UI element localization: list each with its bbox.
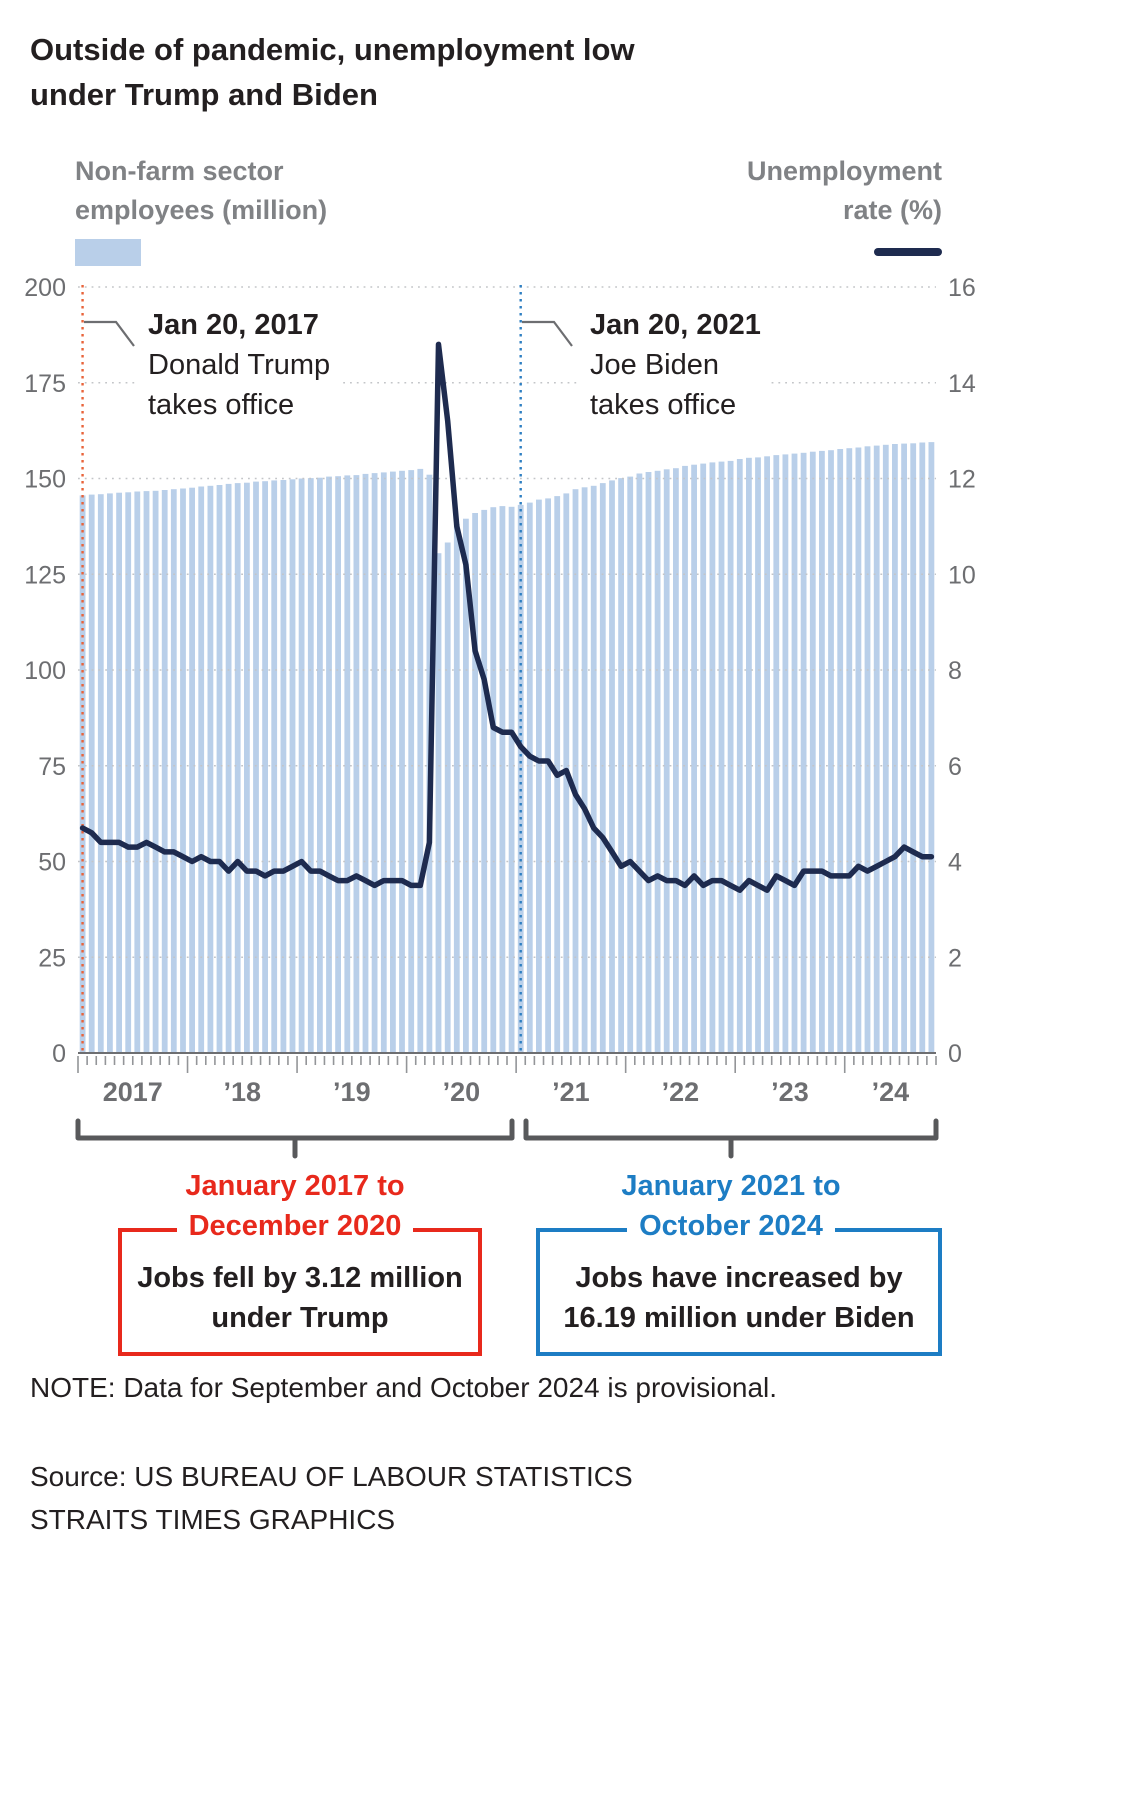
svg-text:12: 12 [948, 466, 976, 494]
svg-text:50: 50 [38, 849, 66, 877]
svg-text:’18: ’18 [224, 1077, 262, 1107]
biden-jobs-box-line2: 16.19 million under Biden [563, 1302, 915, 1334]
trump-jobs-box-line1: Jobs fell by 3.12 million [137, 1262, 463, 1294]
biden-annotation-date: Jan 20, 2021 [590, 309, 761, 341]
svg-text:’22: ’22 [662, 1077, 700, 1107]
trump-jobs-box-line2: under Trump [211, 1302, 389, 1334]
source-credit: Source: US BUREAU OF LABOUR STATISTICS S… [30, 1455, 633, 1542]
svg-text:’19: ’19 [333, 1077, 371, 1107]
biden-annotation-person: Joe Biden [590, 349, 719, 381]
svg-text:0: 0 [52, 1040, 66, 1068]
svg-text:10: 10 [948, 561, 976, 589]
svg-text:’24: ’24 [872, 1077, 910, 1107]
svg-text:200: 200 [24, 274, 66, 302]
trump-period-line2: December 2020 [176, 1210, 414, 1242]
svg-text:6: 6 [948, 753, 962, 781]
trump-annotation-person: Donald Trump [148, 349, 331, 381]
biden-takes-office-annotation: Jan 20, 2021 Joe Biden takes office [580, 303, 771, 431]
trump-annotation-event: takes office [148, 389, 295, 421]
source-line1: Source: US BUREAU OF LABOUR STATISTICS [30, 1461, 633, 1492]
svg-text:14: 14 [948, 370, 976, 398]
biden-period-label: January 2021 to October 2024 [531, 1166, 931, 1246]
line-legend-swatch [874, 248, 942, 256]
svg-text:’21: ’21 [552, 1077, 590, 1107]
svg-text:’20: ’20 [443, 1077, 481, 1107]
svg-text:2017: 2017 [103, 1077, 163, 1107]
provisional-data-note: NOTE: Data for September and October 202… [30, 1372, 778, 1403]
svg-text:150: 150 [24, 466, 66, 494]
svg-text:0: 0 [948, 1040, 962, 1068]
legend-bars-label: Non-farm sector employees (million) [75, 156, 328, 226]
source-line2: STRAITS TIMES GRAPHICS [30, 1504, 396, 1536]
svg-text:8: 8 [948, 657, 962, 685]
trump-jobs-box: Jobs fell by 3.12 million under Trump [118, 1228, 482, 1356]
page-title-line1: Outside of pandemic, unemployment low [30, 32, 635, 67]
trump-annotation-date: Jan 20, 2017 [148, 309, 319, 341]
biden-period-line2: October 2024 [627, 1210, 835, 1242]
svg-text:175: 175 [24, 370, 66, 398]
trump-period-line1: January 2017 to [173, 1170, 417, 1202]
svg-text:125: 125 [24, 561, 66, 589]
page-title: Outside of pandemic, unemployment low un… [30, 28, 750, 118]
biden-jobs-box: Jobs have increased by 16.19 million und… [536, 1228, 942, 1356]
biden-annotation-event: takes office [590, 389, 737, 421]
svg-text:’23: ’23 [771, 1077, 809, 1107]
trump-takes-office-annotation: Jan 20, 2017 Donald Trump takes office [138, 303, 341, 431]
svg-text:16: 16 [948, 274, 976, 302]
svg-text:2: 2 [948, 944, 962, 972]
biden-jobs-box-line1: Jobs have increased by [575, 1262, 903, 1294]
svg-text:100: 100 [24, 657, 66, 685]
biden-period-line1: January 2021 to [609, 1170, 853, 1202]
svg-text:4: 4 [948, 849, 962, 877]
svg-text:25: 25 [38, 944, 66, 972]
trump-period-label: January 2017 to December 2020 [95, 1166, 495, 1246]
bar-legend-swatch [75, 239, 141, 266]
page-title-line2: under Trump and Biden [30, 76, 378, 112]
legend-line-label: Unemployment rate (%) [746, 156, 942, 226]
svg-text:75: 75 [38, 753, 66, 781]
